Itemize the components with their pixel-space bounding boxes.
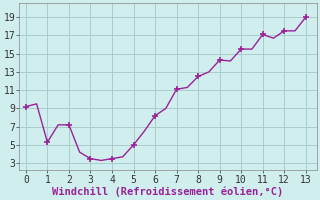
X-axis label: Windchill (Refroidissement éolien,°C): Windchill (Refroidissement éolien,°C) bbox=[52, 186, 284, 197]
